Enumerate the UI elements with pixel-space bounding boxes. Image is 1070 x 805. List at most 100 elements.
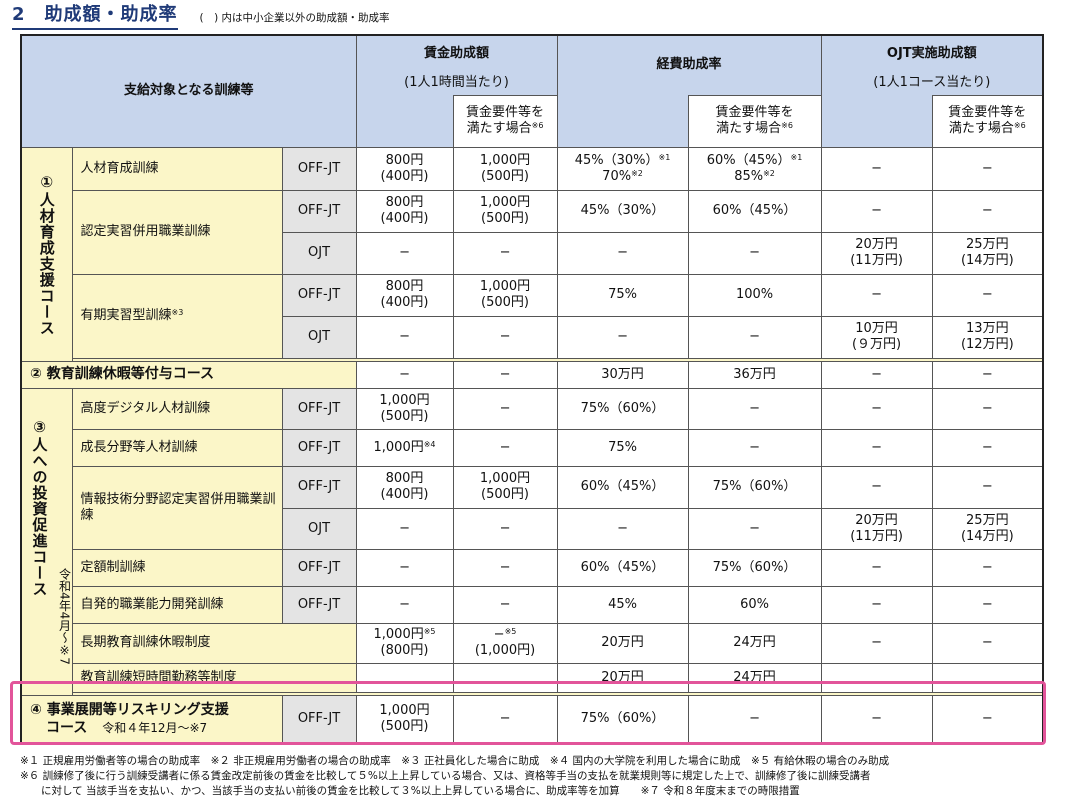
- cell: −: [931, 622, 1044, 664]
- cell: −: [687, 507, 822, 550]
- cell: −: [452, 585, 558, 624]
- type-label: OFF-JT: [281, 694, 357, 744]
- cell: −: [687, 694, 822, 744]
- table-row: 有期実習型訓練※3 OFF-JT 800円 (400円) 1,000円 (500円)…: [21, 273, 1044, 359]
- header-expense-blank: [556, 95, 689, 148]
- type-label: OFF-JT: [281, 585, 357, 624]
- type-label: OFF-JT: [281, 189, 357, 233]
- cell: 1,000円 (500円): [355, 694, 454, 744]
- cell: −: [355, 507, 454, 550]
- cell: −: [355, 548, 454, 587]
- row-label: 教育訓練短時間勤務等制度: [71, 662, 357, 693]
- cell: 45%（30%）※1 70%※2: [556, 146, 689, 191]
- cell: 45%: [556, 585, 689, 624]
- cell: −: [931, 428, 1044, 467]
- header-expense: 経費助成率: [556, 34, 822, 95]
- table-row: 定額制訓練 OFF-JT − − 60%（45%） 75%（60%） − −: [21, 548, 1044, 587]
- type-label: OFF-JT: [281, 387, 357, 430]
- cell: −: [452, 428, 558, 467]
- cell: 25万円 (14万円): [931, 231, 1044, 275]
- table-row: 自発的職業能力開発訓練 OFF-JT − − 45% 60% − −: [21, 585, 1044, 624]
- header-wage-blank: [355, 95, 454, 148]
- cell: 10万円 (９万円): [820, 315, 933, 359]
- cell: −: [820, 622, 933, 664]
- cell: −: [820, 189, 933, 233]
- cell: 75%: [556, 273, 689, 317]
- cell: 800円 (400円): [355, 146, 454, 191]
- row-label: 成長分野等人材訓練: [71, 428, 283, 467]
- cell: 24万円: [687, 622, 822, 664]
- row-label: 定額制訓練: [71, 548, 283, 587]
- cell: 36万円: [687, 360, 822, 389]
- cell: −: [355, 231, 454, 275]
- cell: 1,000円 (500円): [452, 273, 558, 317]
- type-label: OJT: [281, 315, 357, 359]
- table-row: OJT − − − − 10万円 (９万円) 13万円 (12万円): [21, 315, 1044, 359]
- title-note: ( ) 内は中小企業以外の助成額・助成率: [199, 12, 390, 24]
- table-row: 成長分野等人材訓練 OFF-JT 1,000円※4 − 75% − − −: [21, 428, 1044, 467]
- cell: −: [931, 465, 1044, 509]
- row-label: 情報技術分野認定実習併用職業訓練: [71, 465, 283, 550]
- type-label: OFF-JT: [281, 273, 357, 317]
- cell: 60%（45%）: [556, 465, 689, 509]
- cell: −: [931, 585, 1044, 624]
- cell: 60%（45%）: [556, 548, 689, 587]
- cell: −: [820, 548, 933, 587]
- cell: 20万円: [556, 622, 689, 664]
- cell: 20万円: [556, 662, 689, 693]
- header-wage-req: 賃金要件等を 満たす場合※6: [452, 94, 558, 148]
- header-expense-req: 賃金要件等を 満たす場合※6: [687, 94, 822, 148]
- cell: −: [687, 428, 822, 467]
- cell: 1,000円※4: [355, 428, 454, 467]
- table-row: 情報技術分野認定実習併用職業訓練 OFF-JT 800円 (400円) 1,000…: [21, 465, 1044, 550]
- cell: −: [452, 548, 558, 587]
- cell: −: [355, 585, 454, 624]
- cell: −: [931, 548, 1044, 587]
- table-row: 長期教育訓練休暇制度 1,000円※5 (800円) −※5 (1,000円) 20…: [21, 622, 1044, 664]
- cell: [820, 662, 933, 693]
- cell: −: [820, 694, 933, 744]
- cell: −: [687, 387, 822, 430]
- row-label: 高度デジタル人材訓練: [71, 387, 283, 430]
- cell: 75%（60%）: [687, 465, 822, 509]
- table-row: ② 教育訓練休暇等付与コース − − 30万円 36万円 − −: [20, 360, 1044, 389]
- cell: −: [687, 231, 822, 275]
- cell: 100%: [687, 273, 822, 317]
- cell: −: [931, 360, 1044, 389]
- cell: −: [820, 465, 933, 509]
- cell: 24万円: [687, 662, 822, 693]
- cell: −: [556, 315, 689, 359]
- cell: −※5 (1,000円): [452, 622, 558, 664]
- row-label: 人材育成訓練: [71, 146, 283, 191]
- cell: 75%（60%）: [556, 387, 689, 430]
- cell: 75%: [556, 428, 689, 467]
- table-row: OJT − − − − 20万円 (11万円) 25万円 (14万円): [21, 507, 1044, 550]
- cell: 1,000円 (500円): [452, 146, 558, 191]
- row-label: 自発的職業能力開発訓練: [71, 585, 283, 624]
- cell: 800円 (400円): [355, 189, 454, 233]
- header-ojt-blank: [820, 95, 933, 148]
- header-ojt: OJT実施助成額: [820, 34, 1044, 71]
- cell: −: [820, 585, 933, 624]
- cell: 800円 (400円): [355, 465, 454, 509]
- cell: 30万円: [556, 360, 689, 389]
- footnotes: ※１ 正規雇用労働者等の場合の助成率 ※２ 非正規雇用労働者の場合の助成率 ※３…: [20, 754, 889, 799]
- cell: −: [452, 360, 558, 389]
- cell: −: [556, 507, 689, 550]
- cell: 25万円 (14万円): [931, 507, 1044, 550]
- cell: −: [820, 146, 933, 191]
- cell: −: [556, 231, 689, 275]
- header-wage: 賃金助成額: [355, 34, 558, 71]
- cell: 75%（60%）: [556, 694, 689, 744]
- table-row: ④ 事業展開等リスキリング支援 コース 令和４年12月〜※7 OFF-JT 1,0…: [20, 694, 1044, 744]
- cell: 60%（45%）※1 85%※2: [687, 146, 822, 191]
- cell: −: [452, 315, 558, 359]
- cell: −: [931, 694, 1044, 744]
- type-label: OFF-JT: [281, 465, 357, 509]
- cell: −: [820, 360, 933, 389]
- cell: −: [355, 360, 454, 389]
- cell: −: [820, 428, 933, 467]
- group2-label: ② 教育訓練休暇等付与コース: [20, 360, 357, 389]
- row-label: 認定実習併用職業訓練: [71, 189, 283, 275]
- cell: 60%: [687, 585, 822, 624]
